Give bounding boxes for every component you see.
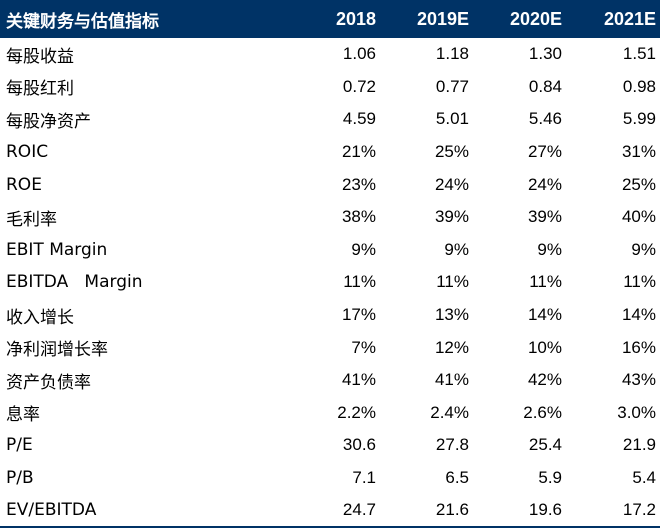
row-label: ROIC [6, 142, 49, 163]
row-value: 5.99 [622, 109, 656, 129]
row-value: 43% [621, 370, 656, 390]
row-value: 5.9 [538, 468, 562, 488]
row-value: 2.6% [523, 402, 562, 422]
table-row: P/B 7.1 6.5 5.9 5.4 [0, 462, 660, 495]
row-value: 7.1 [352, 468, 376, 488]
table-row: ROE 23% 24% 24% 25% [0, 168, 660, 201]
row-value: 0.77 [435, 76, 469, 96]
header-row: 关键财务与估值指标 2018 2019E 2020E 2021E [0, 0, 660, 38]
row-value: 39% [527, 207, 562, 227]
row-value: 25% [621, 174, 656, 194]
header-year-2018: 2018 [300, 0, 380, 38]
table-row: 资产负债率 41% 41% 42% 43% [0, 364, 660, 397]
header-metric-title: 关键财务与估值指标 [0, 0, 300, 38]
row-value: 40% [621, 207, 656, 227]
row-value: 6.5 [445, 468, 469, 488]
table-row: 毛利率 38% 39% 39% 40% [0, 201, 660, 234]
row-label: EV/EBITDA [0, 494, 300, 528]
row-value: 14% [621, 305, 656, 325]
row-value: 9% [351, 239, 376, 259]
row-value: 7% [351, 337, 376, 357]
row-label: 每股红利 [6, 79, 74, 100]
row-value: 11% [529, 272, 562, 292]
header-year-2019e: 2019E [380, 0, 473, 38]
row-label: 每股净资产 [6, 111, 91, 132]
row-value: 24.7 [300, 494, 380, 528]
table-body: 每股收益 1.06 1.18 1.30 1.51 每股红利 0.72 0.77 0.84 0.98… [0, 38, 660, 528]
row-value: 5.46 [528, 109, 562, 129]
row-value: 10% [527, 337, 562, 357]
row-value: 1.30 [528, 44, 562, 64]
row-value: 9% [537, 239, 562, 259]
row-value: 27.8 [435, 435, 469, 455]
row-value: 1.51 [622, 44, 656, 64]
row-value: 0.98 [622, 76, 656, 96]
row-value: 30.6 [342, 435, 376, 455]
row-value: 3.0% [617, 402, 656, 422]
row-value: 2.2% [337, 402, 376, 422]
row-value: 11% [436, 272, 469, 292]
row-value: 17% [341, 305, 376, 325]
row-label: P/B [6, 468, 34, 489]
row-label: EBITDA Margin [6, 272, 143, 293]
row-value: 19.6 [473, 494, 566, 528]
row-label: ROE [6, 174, 42, 195]
row-value: 21.6 [380, 494, 473, 528]
row-value: 25% [434, 142, 469, 162]
row-value: 24% [434, 174, 469, 194]
table-row: EBITDA Margin 11% 11% 11% 11% [0, 266, 660, 299]
row-value: 16% [621, 337, 656, 357]
table-row: 每股红利 0.72 0.77 0.84 0.98 [0, 71, 660, 104]
table-header: 关键财务与估值指标 2018 2019E 2020E 2021E [0, 0, 660, 38]
row-value: 1.06 [342, 44, 376, 64]
table-row: 每股收益 1.06 1.18 1.30 1.51 [0, 38, 660, 71]
row-value: 5.4 [632, 468, 656, 488]
row-value: 2.4% [430, 402, 469, 422]
table-row: P/E 30.6 27.8 25.4 21.9 [0, 429, 660, 462]
row-value: 38% [341, 207, 376, 227]
row-label: 每股收益 [6, 46, 74, 67]
row-value: 41% [434, 370, 469, 390]
header-year-2020e: 2020E [473, 0, 566, 38]
table-row: EV/EBITDA 24.7 21.6 19.6 17.2 [0, 494, 660, 528]
row-label: 资产负债率 [6, 372, 91, 393]
row-label: P/E [6, 435, 33, 456]
row-value: 31% [621, 142, 656, 162]
row-value: 23% [341, 174, 376, 194]
row-label: 净利润增长率 [6, 340, 108, 361]
row-value: 9% [444, 239, 469, 259]
row-label: EBIT Margin [6, 239, 108, 260]
row-value: 27% [527, 142, 562, 162]
row-value: 14% [527, 305, 562, 325]
row-value: 0.72 [342, 76, 376, 96]
row-value: 42% [527, 370, 562, 390]
header-year-2021e: 2021E [566, 0, 660, 38]
row-value: 11% [623, 272, 656, 292]
row-value: 4.59 [342, 109, 376, 129]
row-label: 息率 [6, 405, 40, 426]
table-row: 息率 2.2% 2.4% 2.6% 3.0% [0, 397, 660, 430]
table-row: 净利润增长率 7% 12% 10% 16% [0, 331, 660, 364]
row-value: 1.18 [435, 44, 469, 64]
row-value: 21.9 [622, 435, 656, 455]
row-value: 13% [434, 305, 469, 325]
row-value: 24% [527, 174, 562, 194]
table-row: 收入增长 17% 13% 14% 14% [0, 299, 660, 332]
row-label: 毛利率 [6, 209, 57, 230]
row-value: 41% [341, 370, 376, 390]
row-value: 0.84 [528, 76, 562, 96]
row-label: 收入增长 [6, 307, 74, 328]
row-value: 12% [434, 337, 469, 357]
table-row: EBIT Margin 9% 9% 9% 9% [0, 234, 660, 267]
row-value: 9% [631, 239, 656, 259]
table-row: 每股净资产 4.59 5.01 5.46 5.99 [0, 103, 660, 136]
row-value: 39% [434, 207, 469, 227]
row-value: 17.2 [566, 494, 660, 528]
table-row: ROIC 21% 25% 27% 31% [0, 136, 660, 169]
row-value: 11% [343, 272, 376, 292]
row-value: 5.01 [435, 109, 469, 129]
row-value: 21% [341, 142, 376, 162]
row-value: 25.4 [528, 435, 562, 455]
